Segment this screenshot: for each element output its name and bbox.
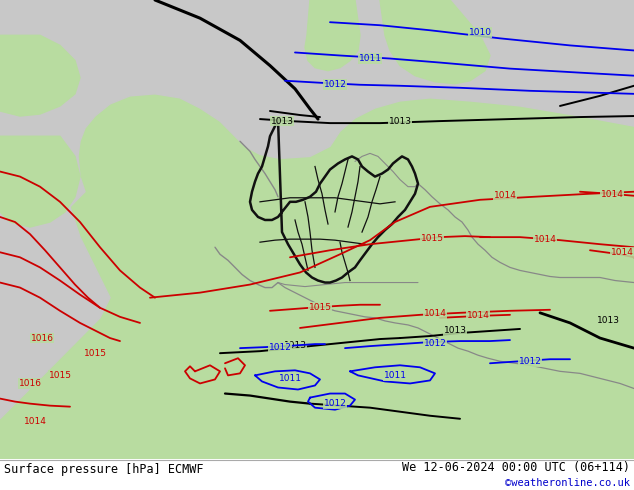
Text: 1013: 1013: [283, 341, 306, 349]
Polygon shape: [305, 0, 360, 71]
Text: 1014: 1014: [467, 311, 489, 320]
Text: ©weatheronline.co.uk: ©weatheronline.co.uk: [505, 478, 630, 488]
Polygon shape: [0, 136, 80, 227]
Polygon shape: [380, 0, 490, 84]
Text: 1014: 1014: [600, 190, 623, 199]
Text: 1015: 1015: [84, 349, 107, 358]
Text: 1012: 1012: [519, 357, 541, 366]
Text: 1010: 1010: [469, 28, 491, 37]
Text: 1011: 1011: [278, 374, 302, 383]
Text: Surface pressure [hPa] ECMWF: Surface pressure [hPa] ECMWF: [4, 463, 204, 476]
Text: 1016: 1016: [30, 334, 53, 343]
Text: 1015: 1015: [309, 303, 332, 312]
Text: 1012: 1012: [323, 399, 346, 408]
Text: 1013: 1013: [271, 117, 294, 125]
Text: 1014: 1014: [611, 248, 633, 257]
Text: 1015: 1015: [420, 234, 444, 243]
Polygon shape: [0, 0, 634, 419]
Text: 1011: 1011: [384, 371, 406, 380]
Text: We 12-06-2024 00:00 UTC (06+114): We 12-06-2024 00:00 UTC (06+114): [402, 461, 630, 474]
Text: 1013: 1013: [389, 117, 411, 125]
Text: 1014: 1014: [493, 191, 517, 200]
Text: 1012: 1012: [424, 339, 446, 347]
Text: 1014: 1014: [23, 417, 46, 426]
Text: 1011: 1011: [358, 54, 382, 63]
Text: 1016: 1016: [18, 379, 41, 388]
Text: 1013: 1013: [444, 326, 467, 336]
Text: 1015: 1015: [48, 371, 72, 380]
Text: 1014: 1014: [424, 309, 446, 318]
Text: 1013: 1013: [597, 317, 619, 325]
Text: 1012: 1012: [323, 80, 346, 89]
Text: 1014: 1014: [534, 235, 557, 244]
Polygon shape: [0, 0, 110, 419]
Text: 1012: 1012: [269, 343, 292, 352]
Polygon shape: [0, 35, 80, 116]
